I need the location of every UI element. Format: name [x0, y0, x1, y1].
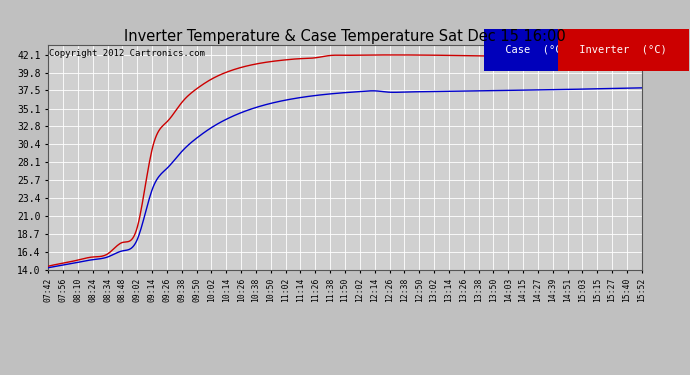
Title: Inverter Temperature & Case Temperature Sat Dec 15 16:00: Inverter Temperature & Case Temperature …	[124, 29, 566, 44]
Text: Inverter  (°C): Inverter (°C)	[573, 45, 673, 55]
Text: Copyright 2012 Cartronics.com: Copyright 2012 Cartronics.com	[50, 50, 206, 58]
Text: Case  (°C): Case (°C)	[500, 45, 574, 55]
